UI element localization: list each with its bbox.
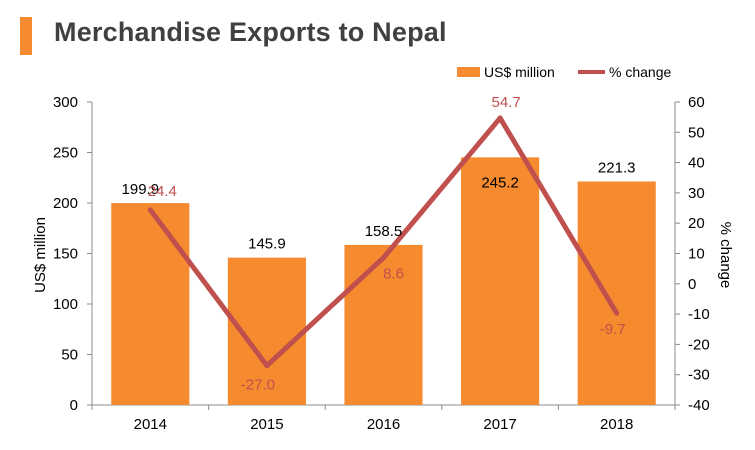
y-right-tick-label: -10 <box>688 306 710 323</box>
x-tick-label: 2017 <box>483 416 516 433</box>
y-right-tick-label: -40 <box>688 397 710 414</box>
x-tick-label: 2014 <box>134 416 167 433</box>
bar-2018 <box>577 181 656 405</box>
y-left-tick-label: 250 <box>53 145 78 162</box>
y-left-tick-label: 150 <box>53 246 78 263</box>
y-right-axis-title: % change <box>717 222 734 289</box>
pct-change-point-2015 <box>264 363 270 369</box>
y-right-tick-label: 40 <box>688 155 705 172</box>
x-tick-label: 2015 <box>250 416 283 433</box>
pct-change-label: 8.6 <box>383 266 404 283</box>
data-labels: 199.9 145.9 158.5 245.2 221.3 24.4 -27.0 8.6 54.… <box>122 94 636 394</box>
pct-change-label: -9.7 <box>600 321 626 338</box>
y-right-tick-label: 50 <box>688 124 705 141</box>
pct-change-label: 24.4 <box>148 183 177 200</box>
pct-change-label: 54.7 <box>491 94 520 111</box>
y-right-tick-label: 20 <box>688 215 705 232</box>
y-right-tick-label: -20 <box>688 336 710 353</box>
y-right-tick-label: 60 <box>688 94 705 111</box>
y-right-tick-label: 0 <box>688 276 696 293</box>
y-left-tick-label: 50 <box>61 347 78 364</box>
pct-change-point-2018 <box>614 310 620 316</box>
legend-bar-swatch <box>457 67 480 77</box>
bar-value-label: 145.9 <box>248 236 286 253</box>
x-tick-label: 2016 <box>367 416 400 433</box>
y-right-tick-label: -30 <box>688 367 710 384</box>
bar-2014 <box>111 203 190 405</box>
title-accent-bar <box>20 17 32 55</box>
x-tick-label: 2018 <box>600 416 633 433</box>
line-series <box>147 115 620 369</box>
bar-value-label: 158.5 <box>365 223 403 240</box>
pct-change-label: -27.0 <box>241 377 275 394</box>
bar-2016 <box>344 244 423 405</box>
legend: US$ million % change <box>457 64 671 80</box>
pct-change-point-2014 <box>147 207 153 213</box>
chart-title: Merchandise Exports to Nepal <box>54 17 447 47</box>
y-left-tick-label: 0 <box>70 397 78 414</box>
bar-series <box>111 157 656 405</box>
y-left-tick-label: 200 <box>53 195 78 212</box>
y-left-tick-label: 300 <box>53 94 78 111</box>
legend-line-label: % change <box>609 64 671 80</box>
pct-change-point-2017 <box>497 115 503 121</box>
y-left-axis-title: US$ million <box>32 217 49 293</box>
y-right-tick-label: 30 <box>688 185 705 202</box>
bar-2017 <box>461 157 540 405</box>
pct-change-point-2016 <box>381 255 386 261</box>
bar-value-label: 221.3 <box>598 159 636 176</box>
bar-value-label: 199.9 <box>122 181 160 198</box>
y-right-tick-label: 10 <box>688 246 705 263</box>
axes: 0 50 100 150 200 250 300 -40 -30 -20 -10 0 10 20 30 40 5… <box>53 94 710 433</box>
y-left-tick-label: 100 <box>53 296 78 313</box>
bar-value-label: 245.2 <box>481 174 519 191</box>
legend-bar-label: US$ million <box>484 64 555 80</box>
